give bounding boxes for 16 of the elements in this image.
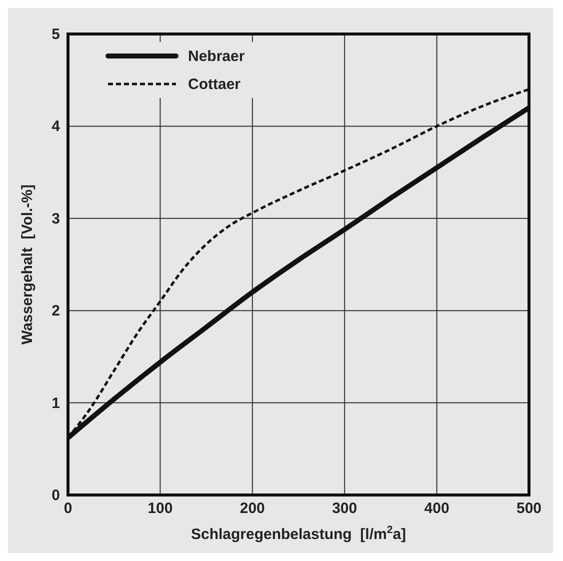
x-axis-title: Schlagregenbelastung [l/m$^{2}$a] <box>190 524 406 543</box>
legend-label: Nebraer <box>188 48 245 65</box>
y-tick-label: 2 <box>52 302 60 320</box>
x-tick-label: 400 <box>424 500 450 517</box>
y-tick-label: 1 <box>52 394 60 412</box>
legend-label: Cottaer <box>188 76 241 93</box>
y-tick-label: 5 <box>52 26 60 43</box>
x-tick-label: 300 <box>332 500 358 517</box>
x-tick-label: 500 <box>516 500 542 517</box>
y-tick-label: 4 <box>52 118 61 136</box>
y-tick-label: 3 <box>52 210 60 228</box>
y-tick-label: 0 <box>52 487 60 504</box>
y-axis-title: Wassergehalt [Vol.-%] <box>19 184 36 345</box>
x-tick-label: 100 <box>148 500 173 517</box>
x-tick-label: 0 <box>64 500 72 517</box>
x-tick-label: 200 <box>240 500 265 517</box>
